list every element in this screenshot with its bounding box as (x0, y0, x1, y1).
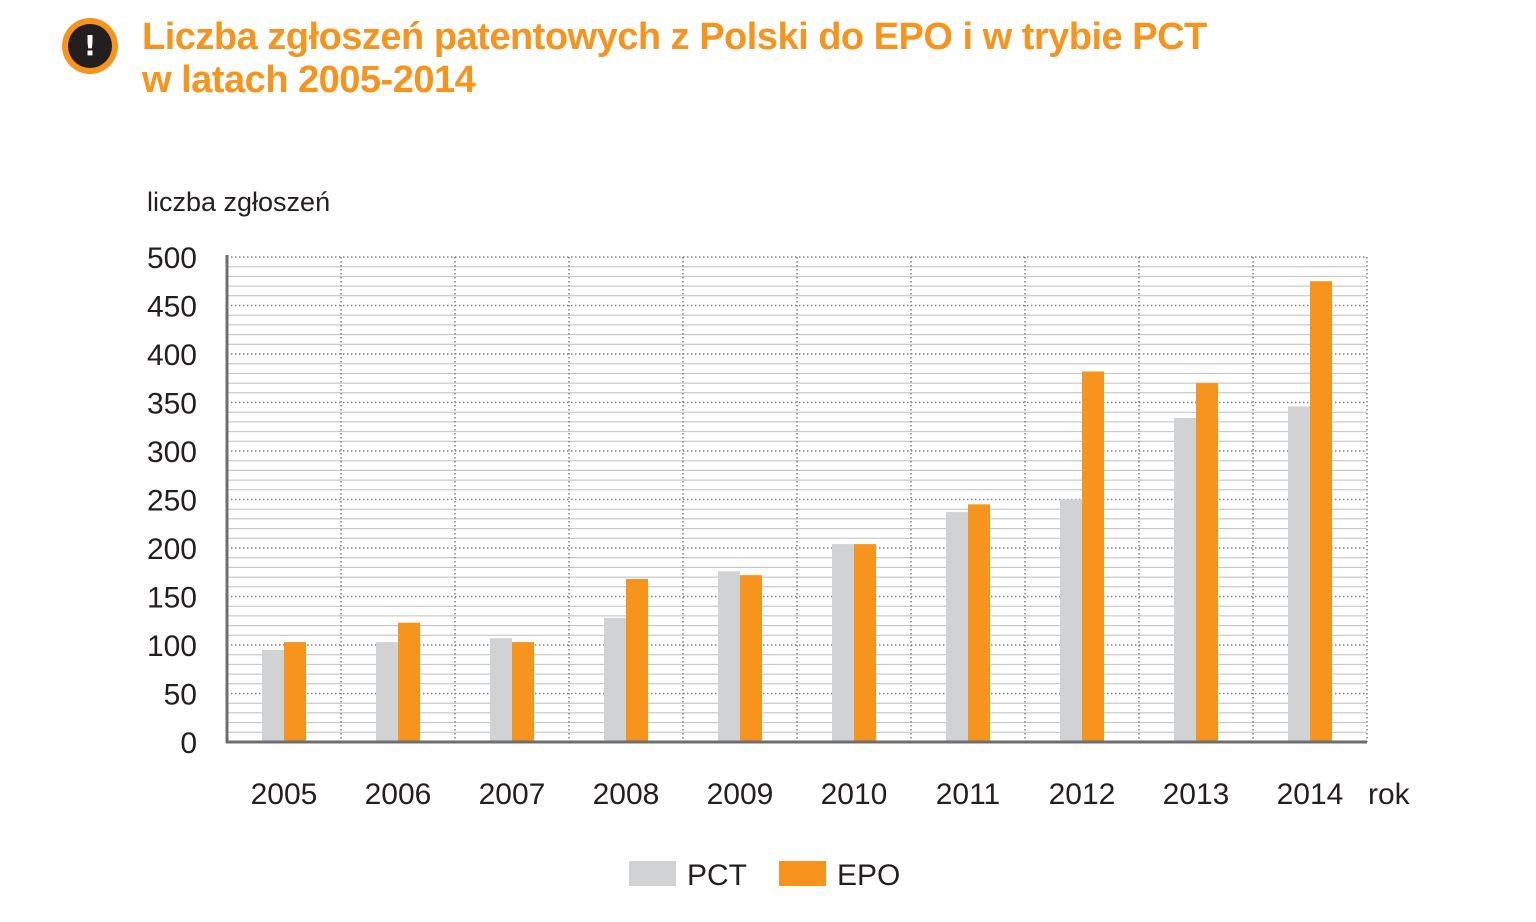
y-tick-label: 50 (164, 679, 197, 712)
x-tick-label: 2014 (1277, 778, 1344, 811)
bar-pct-2011 (946, 512, 968, 742)
y-tick-label: 100 (147, 630, 197, 663)
chart-title-line-2: w latach 2005-2014 (142, 59, 476, 101)
header: ! Liczba zgłoszeń patentowych z Polski d… (62, 16, 1502, 116)
y-tick-label: 350 (147, 388, 197, 421)
legend: PCT EPO (629, 859, 900, 892)
bar-pct-2014 (1288, 406, 1310, 742)
y-tick-label: 0 (180, 727, 197, 760)
chart-title: Liczba zgłoszeń patentowych z Polski do … (142, 16, 1207, 102)
bar-epo-2008 (626, 579, 648, 742)
y-tick-label: 150 (147, 582, 197, 615)
y-tick-label: 250 (147, 485, 197, 518)
tick-labels: 2005 2006 2007 2008 2009 2010 2011 2012 2013 2014… (147, 242, 1343, 811)
axes (225, 255, 1367, 744)
y-axis-label: liczba zgłoszeń (147, 187, 330, 217)
bar-pct-2012 (1060, 499, 1082, 742)
y-tick-label: 450 (147, 291, 197, 324)
x-tick-label: 2006 (365, 778, 432, 811)
bar-pct-2006 (376, 642, 398, 742)
bar-pct-2013 (1174, 418, 1196, 742)
y-tick-label: 300 (147, 436, 197, 469)
bar-epo-2009 (740, 575, 762, 742)
bar-pct-2010 (832, 544, 854, 742)
bars (262, 281, 1332, 742)
x-tick-label: 2010 (821, 778, 888, 811)
bar-pct-2008 (604, 617, 626, 742)
bar-epo-2011 (968, 504, 990, 742)
x-tick-label: 2012 (1049, 778, 1116, 811)
x-tick-label: 2009 (707, 778, 774, 811)
bar-pct-2007 (490, 638, 512, 742)
x-tick-label: 2013 (1163, 778, 1230, 811)
y-tick-label: 400 (147, 339, 197, 372)
exclamation-glyph: ! (68, 24, 112, 68)
x-tick-label: 2011 (936, 778, 1001, 811)
bar-epo-2005 (284, 642, 306, 742)
bar-epo-2006 (398, 622, 420, 742)
x-axis-label: rok (1368, 778, 1411, 811)
bar-pct-2005 (262, 649, 284, 742)
bar-epo-2007 (512, 642, 534, 742)
bar-epo-2010 (854, 544, 876, 742)
legend-label-pct: PCT (687, 859, 747, 892)
legend-label-epo: EPO (837, 859, 900, 892)
bar-epo-2012 (1082, 371, 1104, 742)
y-tick-label: 500 (147, 242, 197, 275)
legend-swatch-epo (779, 861, 826, 886)
bar-epo-2014 (1310, 281, 1332, 742)
y-tick-label: 200 (147, 533, 197, 566)
bar-epo-2013 (1196, 383, 1218, 742)
exclamation-icon: ! (62, 18, 118, 74)
x-tick-label: 2008 (593, 778, 660, 811)
chart-title-line-1: Liczba zgłoszeń patentowych z Polski do … (142, 16, 1207, 58)
legend-swatch-pct (629, 861, 676, 886)
bar-pct-2009 (718, 571, 740, 742)
x-tick-label: 2005 (251, 778, 318, 811)
x-tick-label: 2007 (479, 778, 546, 811)
